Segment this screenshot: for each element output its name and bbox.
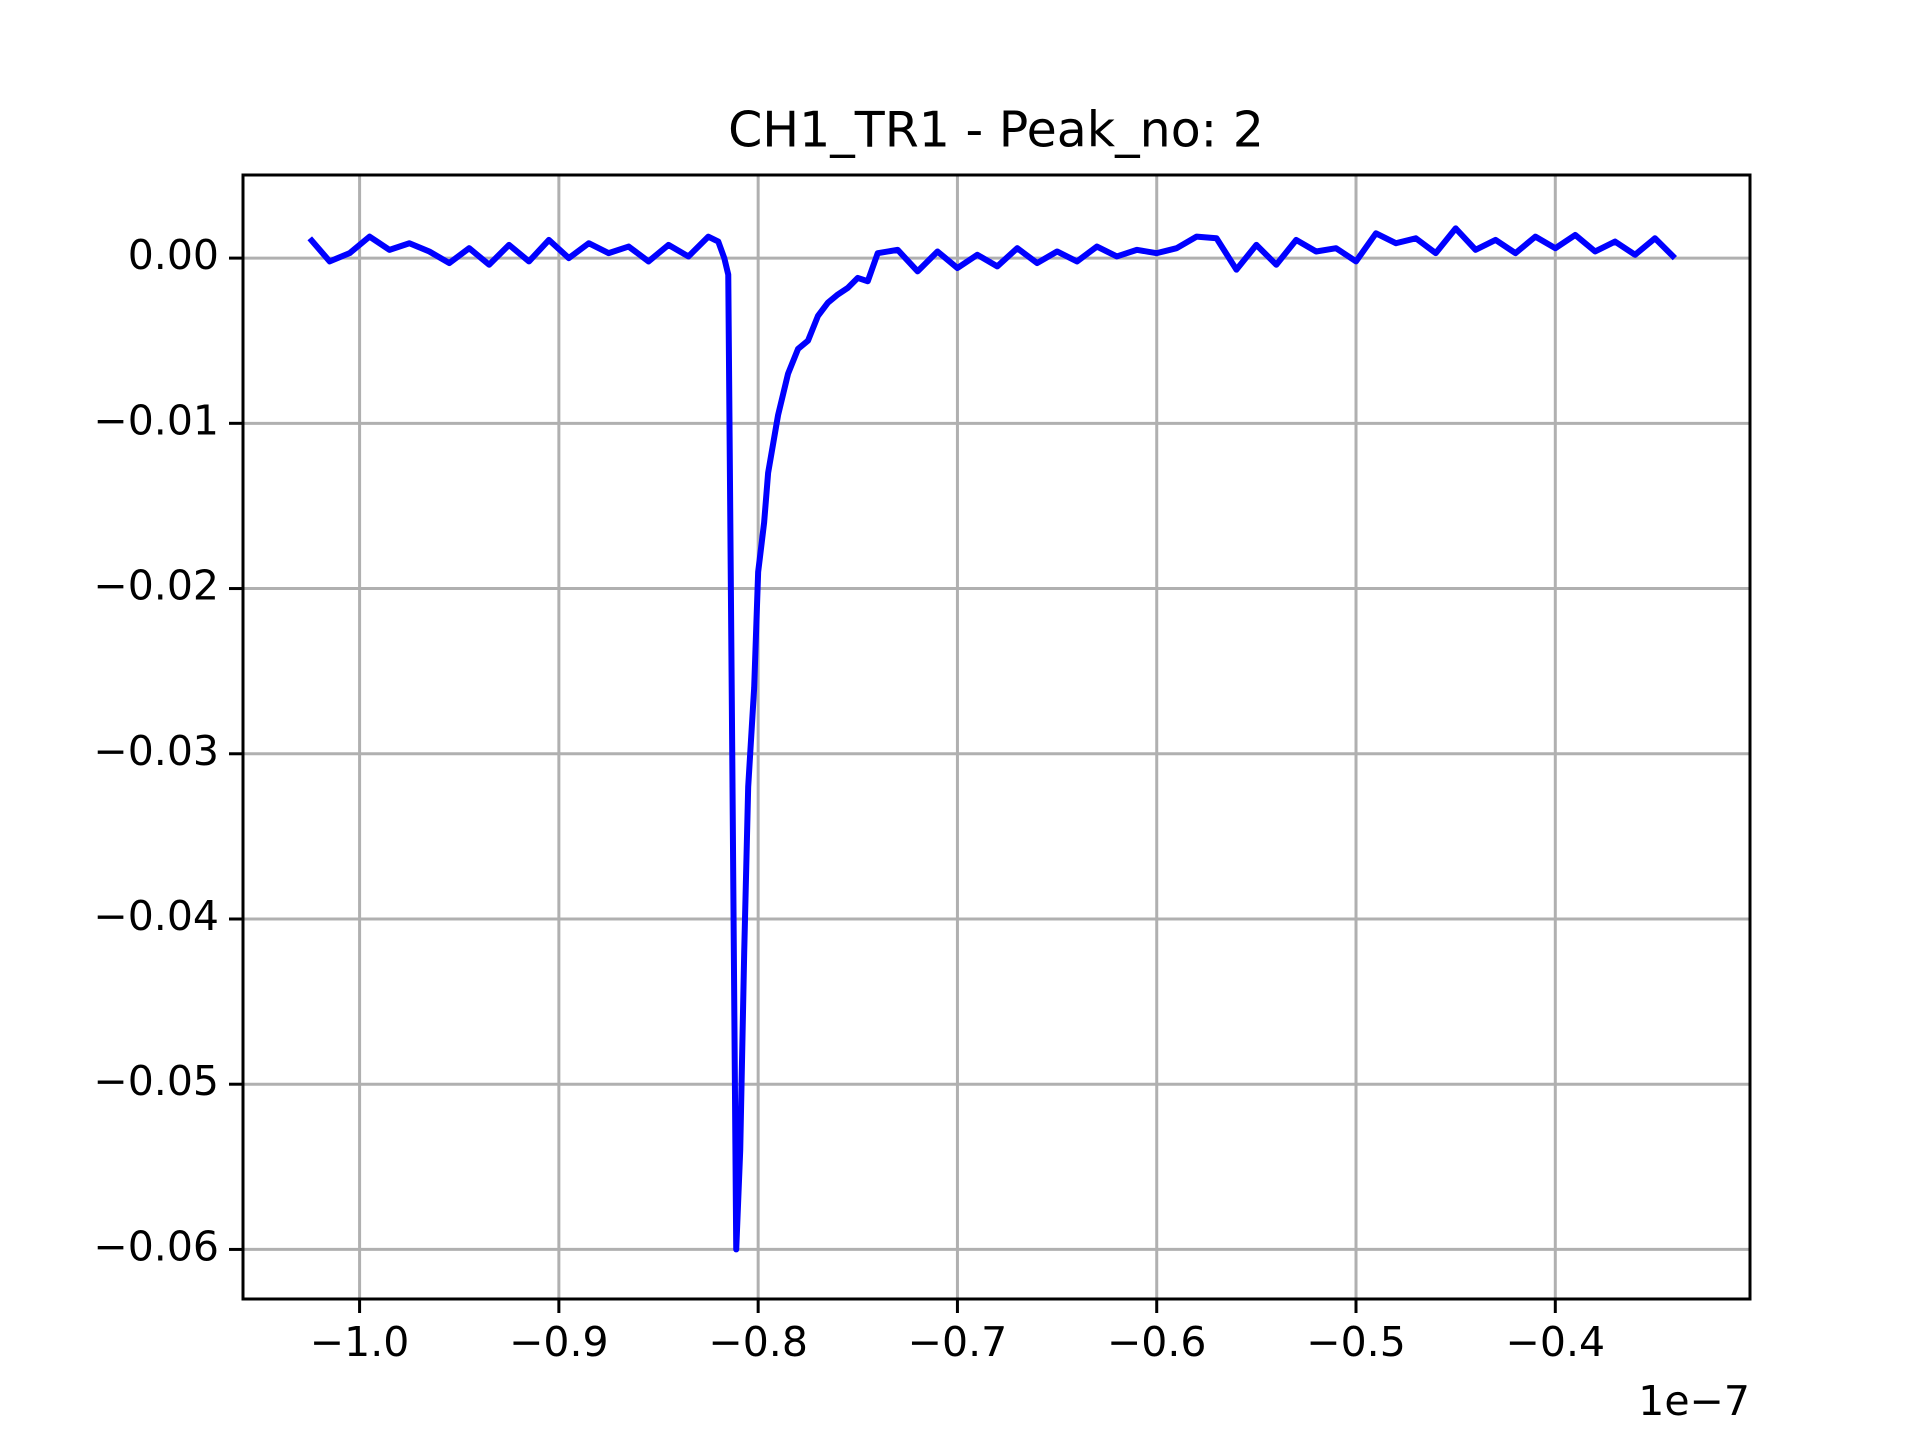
x-offset-label: 1e−7 (1638, 1377, 1750, 1425)
x-tick-label: −0.4 (1506, 1318, 1606, 1366)
x-tick-label: −0.9 (509, 1318, 609, 1366)
y-tick-label: −0.05 (93, 1057, 219, 1105)
plot-frame (241, 173, 1752, 1301)
chart-title: CH1_TR1 - Peak_no: 2 (728, 102, 1264, 159)
y-tick-label: −0.02 (93, 562, 219, 610)
y-tick-label: −0.01 (93, 396, 219, 444)
y-tick-label: −0.03 (93, 727, 219, 775)
data-line (307, 225, 1677, 1253)
y-tick-label: 0.00 (128, 231, 219, 279)
y-tick-label: −0.04 (93, 892, 219, 940)
y-tick-label: −0.06 (93, 1222, 219, 1270)
x-tick-label: −0.7 (908, 1318, 1008, 1366)
x-tick-label: −0.8 (708, 1318, 808, 1366)
x-tick-label: −1.0 (310, 1318, 410, 1366)
x-tick-label: −0.5 (1306, 1318, 1406, 1366)
x-tick-label: −0.6 (1107, 1318, 1207, 1366)
